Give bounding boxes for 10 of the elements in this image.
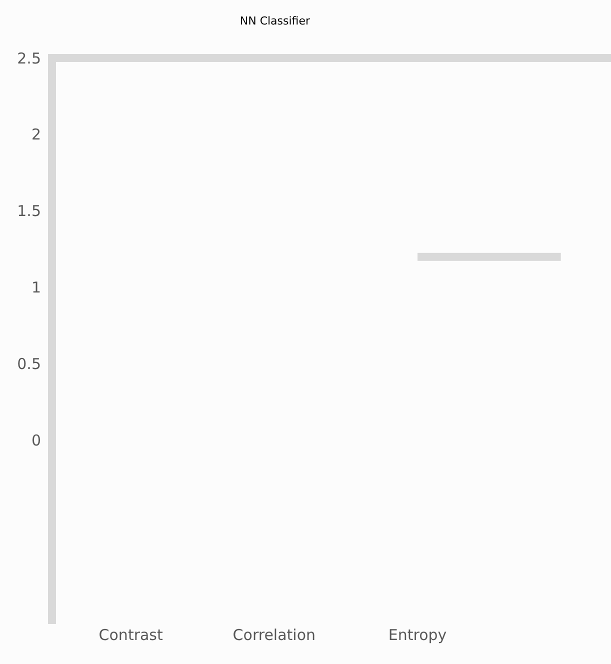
y-tick-label: 0 bbox=[31, 432, 41, 450]
chart-title: NN Classifier bbox=[240, 14, 311, 28]
x-tick-label: Entropy bbox=[388, 626, 447, 644]
y-tick-label: 2 bbox=[31, 126, 41, 144]
y-tick-label: 0.5 bbox=[17, 355, 41, 374]
y-tick-label: 2.5 bbox=[17, 49, 41, 68]
x-tick-label: Contrast bbox=[98, 626, 163, 644]
y-tick-label: 1.5 bbox=[17, 202, 41, 220]
y-tick-label: 1 bbox=[31, 278, 41, 297]
x-tick-label: Correlation bbox=[232, 626, 316, 644]
